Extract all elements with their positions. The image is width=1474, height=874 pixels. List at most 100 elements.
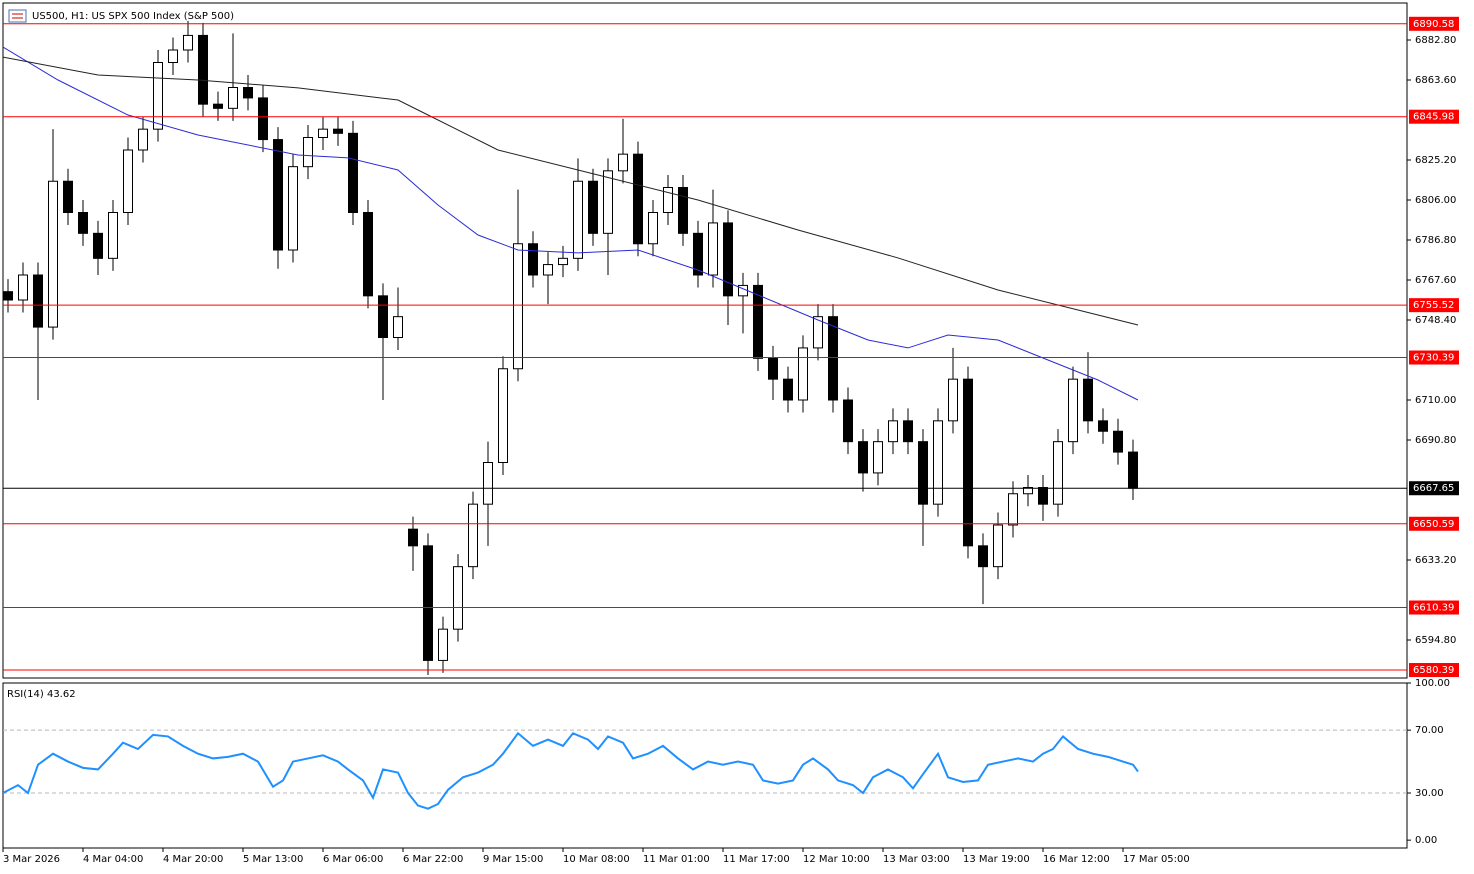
- moving-average: [3, 46, 1139, 401]
- y-tick-label: 6806.00: [1415, 195, 1456, 206]
- x-tick-label: 4 Mar 04:00: [83, 854, 143, 865]
- candle-body: [183, 34, 193, 51]
- y-tick-label: 70.00: [1415, 725, 1444, 736]
- candle-body: [363, 212, 373, 297]
- candle-body: [258, 97, 268, 141]
- candle-body: [648, 212, 658, 245]
- candle-body: [333, 128, 343, 134]
- rsi-line: [3, 731, 1139, 810]
- candle-body: [348, 132, 358, 213]
- candle-body: [168, 49, 178, 63]
- candle-body: [153, 62, 163, 130]
- candle-body: [228, 87, 238, 109]
- candle-body: [138, 128, 148, 151]
- candle-body: [588, 180, 598, 234]
- candle-body: [573, 180, 583, 259]
- y-tick-label: 6633.20: [1415, 555, 1456, 566]
- candle-body: [813, 316, 823, 349]
- level-label: 6845.98: [1413, 112, 1454, 123]
- y-tick-label: 6882.80: [1415, 35, 1456, 46]
- candle-body: [1008, 493, 1018, 526]
- last-price-label: 6667.65: [1413, 483, 1454, 494]
- candle-body: [123, 149, 133, 213]
- y-tick-label: 0.00: [1415, 835, 1437, 846]
- level-label: 6650.59: [1413, 519, 1454, 530]
- candle-body: [393, 316, 403, 338]
- x-tick-label: 13 Mar 19:00: [963, 854, 1030, 865]
- candle-body: [1098, 420, 1108, 432]
- candle-body: [828, 316, 838, 401]
- level-label: 6580.39: [1413, 665, 1454, 676]
- candle-body: [288, 166, 298, 251]
- y-tick-label: 6748.40: [1415, 315, 1456, 326]
- candle-body: [1128, 451, 1138, 489]
- candle-body: [273, 139, 283, 251]
- candle-body: [603, 170, 613, 234]
- candle-body: [378, 295, 388, 339]
- level-label: 6730.39: [1413, 353, 1454, 364]
- plot-area: [3, 20, 1139, 675]
- y-tick-label: 6825.20: [1415, 155, 1456, 166]
- candle-body: [933, 420, 943, 505]
- candle-body: [18, 274, 28, 301]
- symbol-icon: [8, 9, 27, 23]
- x-tick-label: 12 Mar 10:00: [803, 854, 870, 865]
- y-tick-label: 6786.80: [1415, 235, 1456, 246]
- candle-body: [78, 212, 88, 234]
- plot-area: [3, 729, 1407, 810]
- candle-body: [303, 137, 313, 168]
- candle-body: [498, 368, 508, 463]
- level-label: 6610.39: [1413, 603, 1454, 614]
- candle-body: [198, 34, 208, 105]
- x-tick-label: 4 Mar 20:00: [163, 854, 223, 865]
- candle-body: [1113, 430, 1123, 453]
- candle-body: [468, 503, 478, 568]
- y-tick-label: 6690.80: [1415, 435, 1456, 446]
- candle-body: [1053, 441, 1063, 505]
- x-tick-label: 10 Mar 08:00: [563, 854, 630, 865]
- chart-title: US500, H1: US SPX 500 Index (S&P 500): [32, 11, 234, 22]
- level-label-box: [1409, 516, 1459, 531]
- candle-body: [993, 524, 1003, 568]
- x-tick-label: 17 Mar 05:00: [1123, 854, 1190, 865]
- y-tick-label: 6767.60: [1415, 275, 1456, 286]
- level-label: 6890.58: [1413, 19, 1454, 30]
- candle-body: [93, 232, 103, 259]
- candle-body: [693, 232, 703, 276]
- candle-body: [873, 441, 883, 474]
- x-tick-label: 13 Mar 03:00: [883, 854, 950, 865]
- candle-body: [858, 441, 868, 474]
- candle-body: [453, 566, 463, 630]
- level-label: 6755.52: [1413, 300, 1454, 311]
- candle-body: [768, 357, 778, 380]
- candle-body: [633, 153, 643, 245]
- candle-body: [438, 628, 448, 661]
- main-panel: [2, 2, 1408, 679]
- candle-body: [33, 274, 43, 328]
- candle-body: [558, 257, 568, 266]
- candle-body: [318, 128, 328, 139]
- x-tick-label: 3 Mar 2026: [3, 854, 60, 865]
- y-tick-label: 6863.60: [1415, 75, 1456, 86]
- candle-body: [48, 180, 58, 328]
- last-price-box: [1409, 481, 1459, 496]
- x-tick-label: 6 Mar 06:00: [323, 854, 383, 865]
- y-tick-label: 100.00: [1415, 678, 1450, 689]
- candle-body: [483, 462, 493, 505]
- x-tick-label: 11 Mar 17:00: [723, 854, 790, 865]
- level-label-box: [1409, 663, 1459, 678]
- x-tick-label: 9 Mar 15:00: [483, 854, 543, 865]
- candle-body: [798, 347, 808, 401]
- candle-body: [63, 180, 73, 213]
- candle-body: [3, 291, 13, 301]
- y-tick-label: 6710.00: [1415, 395, 1456, 406]
- candle-body: [423, 545, 433, 661]
- candle-body: [243, 87, 253, 99]
- candle-body: [1083, 378, 1093, 422]
- candle-body: [678, 187, 688, 234]
- level-label-box: [1409, 109, 1459, 124]
- y-tick-label: 6594.80: [1415, 635, 1456, 646]
- candle-body: [408, 528, 418, 547]
